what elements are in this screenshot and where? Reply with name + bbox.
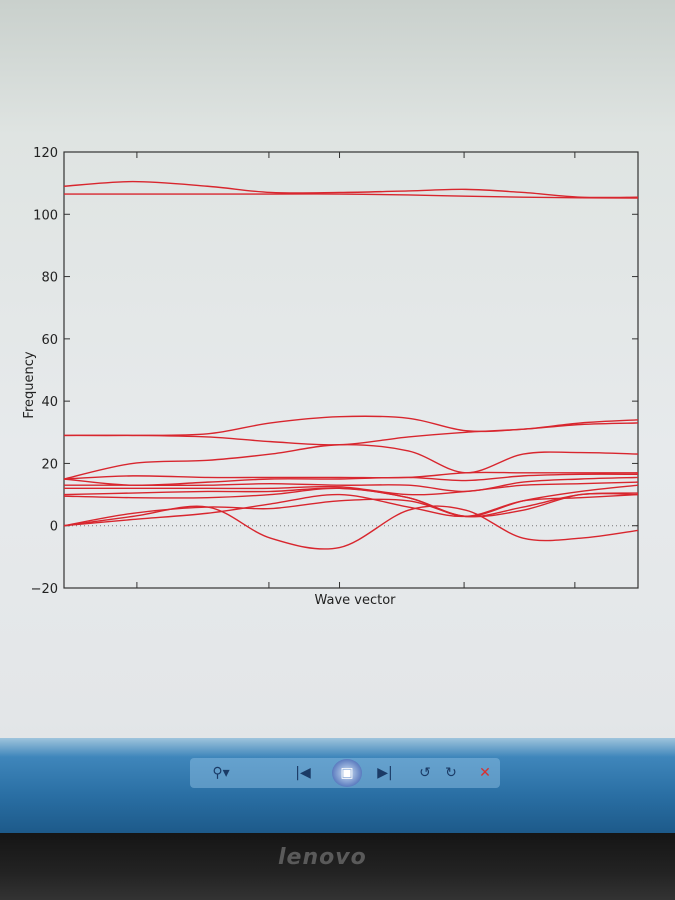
rotate-cw-icon: ↻ bbox=[445, 765, 457, 781]
zoom-button[interactable]: ⚲▾ bbox=[208, 762, 234, 784]
previous-button[interactable]: |◀ bbox=[290, 762, 316, 784]
band-line-6 bbox=[63, 471, 638, 480]
previous-icon: |◀ bbox=[295, 765, 311, 781]
band-structure-chart: −20 0 20 40 60 80 100 120 Wave vector Frequency bbox=[22, 146, 639, 608]
y-tick-label: 60 bbox=[41, 333, 58, 348]
delete-icon: ✕ bbox=[479, 765, 491, 781]
delete-button[interactable]: ✕ bbox=[472, 762, 498, 784]
band-line-11 bbox=[63, 487, 639, 518]
band-line-5 bbox=[63, 443, 639, 480]
y-tick-label: 100 bbox=[33, 208, 58, 223]
rotate-clockwise-button[interactable]: ↻ bbox=[438, 762, 464, 784]
y-axis-label: Frequency bbox=[22, 351, 37, 418]
band-line-14 bbox=[63, 493, 639, 527]
rotate-ccw-icon: ↺ bbox=[419, 765, 431, 781]
band-line-8 bbox=[64, 476, 639, 493]
plot-frame bbox=[63, 151, 639, 589]
viewer-toolbar: ⚲▾ |◀ ▣ ▶| ↺ ↻ ✕ bbox=[190, 758, 500, 788]
photo-viewer-taskbar: ⚲▾ |◀ ▣ ▶| ↺ ↻ ✕ bbox=[0, 738, 675, 833]
band-line-2 bbox=[64, 193, 639, 199]
x-axis-label: Wave vector bbox=[314, 593, 396, 608]
y-tick-label: −20 bbox=[31, 582, 58, 597]
y-tick-label: 120 bbox=[33, 146, 58, 161]
band-line-3 bbox=[63, 415, 639, 437]
y-tick-label: 0 bbox=[50, 520, 58, 535]
magnifier-icon: ⚲▾ bbox=[212, 765, 230, 781]
slideshow-icon: ▣ bbox=[340, 765, 354, 781]
next-icon: ▶| bbox=[377, 765, 393, 781]
slideshow-button[interactable]: ▣ bbox=[332, 759, 362, 787]
band-line-13 bbox=[63, 505, 639, 550]
y-tick-label: 80 bbox=[41, 271, 58, 286]
next-button[interactable]: ▶| bbox=[372, 762, 398, 784]
y-tick-label: 20 bbox=[41, 457, 58, 472]
band-line-4 bbox=[63, 422, 639, 446]
y-tick-label: 40 bbox=[41, 395, 58, 410]
band-line-1 bbox=[63, 180, 639, 199]
brand-logo: lenovo bbox=[278, 845, 367, 870]
band-line-9 bbox=[64, 481, 639, 496]
rotate-counterclockwise-button[interactable]: ↺ bbox=[412, 762, 438, 784]
monitor-bezel: lenovo bbox=[0, 833, 675, 900]
